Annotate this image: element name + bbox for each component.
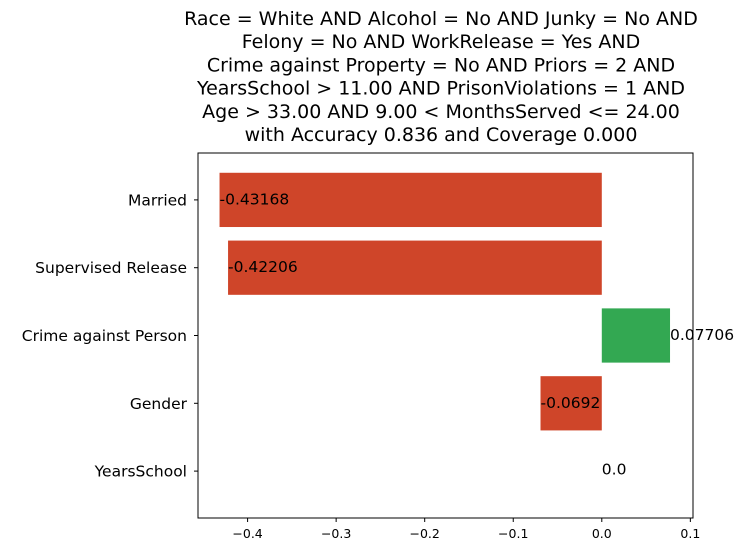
title-line: YearsSchool > 11.00 AND PrisonViolations… xyxy=(196,78,685,100)
category-label: Married xyxy=(128,191,187,209)
chart-title: Race = White AND Alcohol = No AND Junky … xyxy=(184,8,698,146)
y-axis: Married Supervised Release Crime against P… xyxy=(22,191,198,481)
title-line: Felony = No AND WorkRelease = Yes AND xyxy=(242,31,640,53)
bar xyxy=(601,308,671,363)
category-label: Crime against Person xyxy=(22,327,187,345)
data-label: 0.07706 xyxy=(670,326,734,344)
x-tick-label: 0.1 xyxy=(680,526,700,541)
bars xyxy=(219,172,671,431)
data-label: 0.0 xyxy=(602,461,627,479)
bar xyxy=(228,240,602,295)
category-label: Supervised Release xyxy=(35,259,187,277)
x-axis: −0.4 −0.3 −0.2 −0.1 0.0 0.1 xyxy=(232,518,700,541)
bar xyxy=(540,376,602,431)
x-tick-label: −0.1 xyxy=(498,526,528,541)
x-tick-label: −0.2 xyxy=(410,526,440,541)
bar xyxy=(219,172,602,228)
data-label: -0.43168 xyxy=(220,190,290,208)
category-label: YearsSchool xyxy=(94,463,187,481)
title-line: Crime against Property = No AND Priors =… xyxy=(207,54,675,76)
category-label: Gender xyxy=(130,395,188,413)
data-label: -0.0692 xyxy=(541,394,601,412)
title-line: Race = White AND Alcohol = No AND Junky … xyxy=(184,8,698,30)
x-tick-label: 0.0 xyxy=(592,526,612,541)
title-line: with Accuracy 0.836 and Coverage 0.000 xyxy=(245,124,638,146)
data-label: -0.42206 xyxy=(228,258,298,276)
title-line: Age > 33.00 AND 9.00 < MonthsServed <= 2… xyxy=(202,101,680,123)
x-tick-label: −0.4 xyxy=(232,526,262,541)
data-labels: -0.43168 -0.42206 0.07706 -0.0692 0.0 xyxy=(220,190,735,478)
x-tick-label: −0.3 xyxy=(321,526,351,541)
